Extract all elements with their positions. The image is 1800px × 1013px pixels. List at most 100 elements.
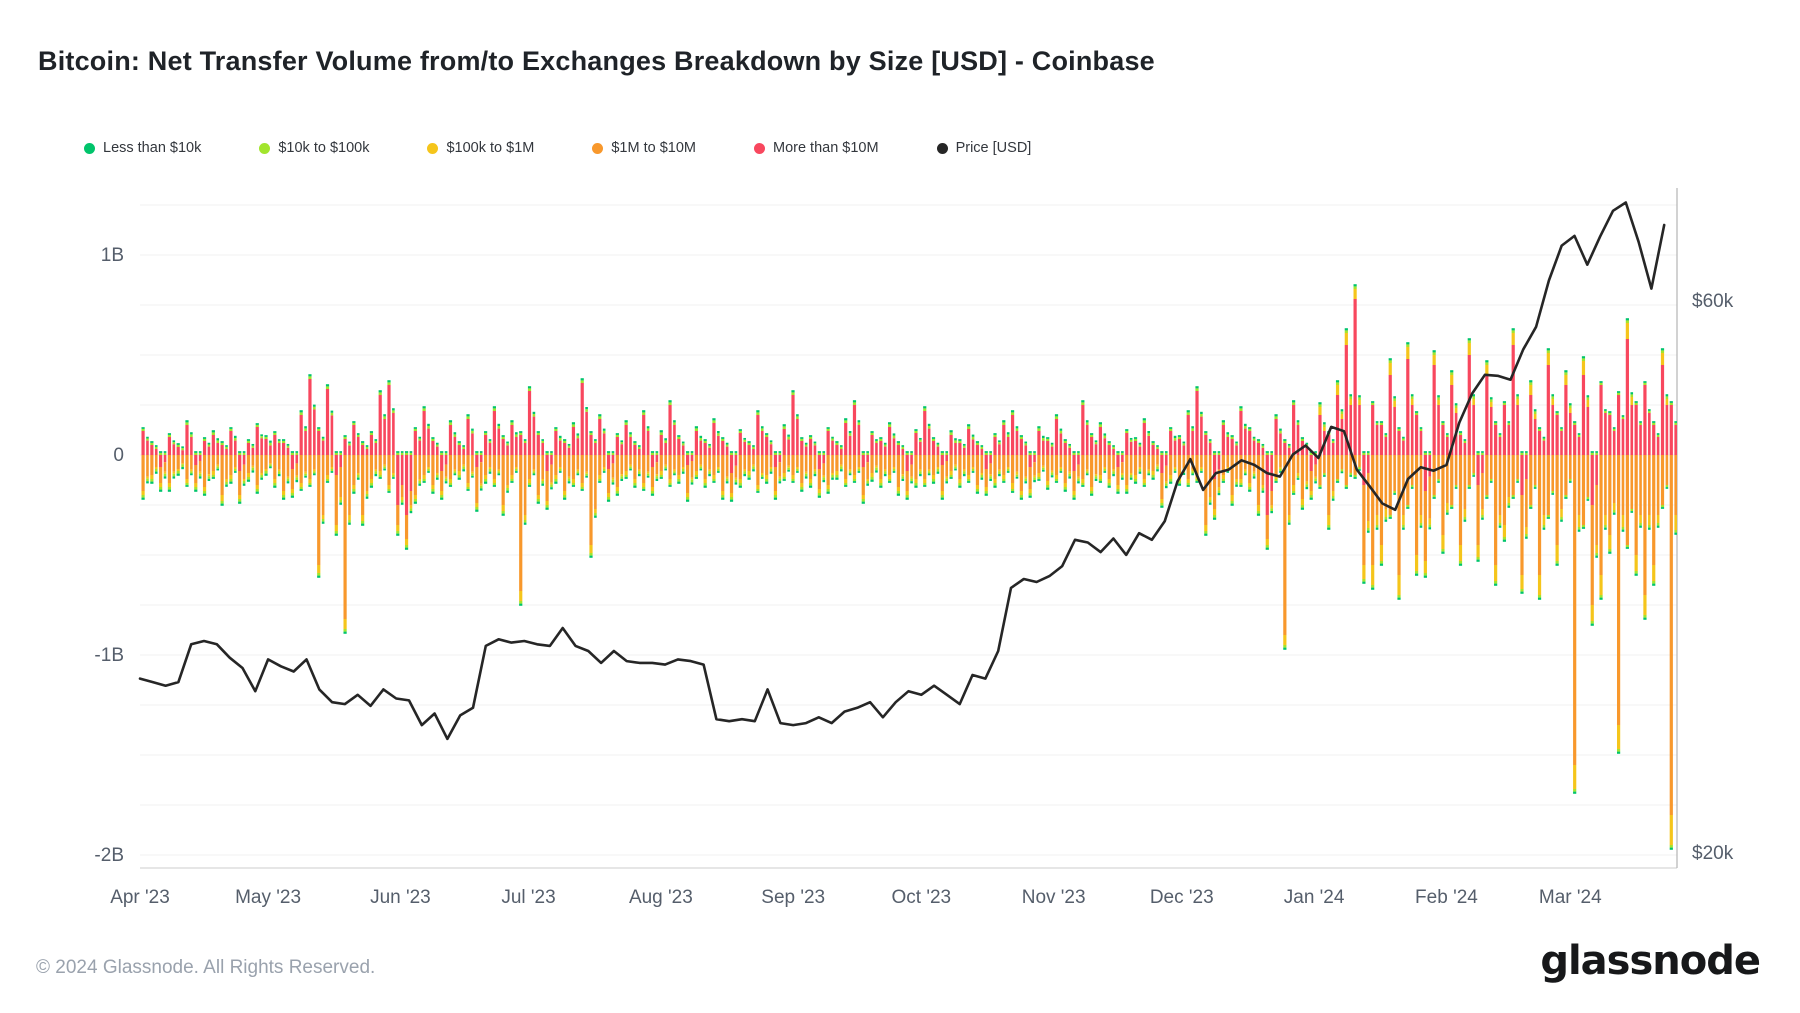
bar-segment[interactable]	[927, 428, 931, 455]
bar-segment[interactable]	[1533, 487, 1537, 489]
bar-segment[interactable]	[769, 467, 773, 469]
bar-segment[interactable]	[910, 451, 913, 453]
bar-segment[interactable]	[400, 500, 404, 503]
bar-segment[interactable]	[404, 452, 409, 455]
bar-segment[interactable]	[1669, 402, 1673, 405]
bar-segment[interactable]	[778, 476, 782, 479]
bar-segment[interactable]	[747, 477, 751, 480]
bar-segment[interactable]	[1458, 561, 1463, 564]
bar-segment[interactable]	[958, 479, 962, 483]
bar-segment[interactable]	[1340, 455, 1344, 470]
bar-segment[interactable]	[216, 438, 220, 441]
bar-segment[interactable]	[1050, 472, 1054, 476]
bar-segment[interactable]	[1454, 405, 1458, 408]
bar-segment[interactable]	[1033, 451, 1036, 453]
bar-segment[interactable]	[242, 452, 246, 455]
bar-segment[interactable]	[1423, 451, 1427, 453]
bar-segment[interactable]	[1379, 563, 1384, 566]
bar-segment[interactable]	[958, 485, 962, 488]
bar-segment[interactable]	[971, 467, 975, 469]
bar-segment[interactable]	[383, 414, 386, 417]
bar-segment[interactable]	[989, 451, 992, 453]
bar-segment[interactable]	[1133, 437, 1138, 439]
bar-segment[interactable]	[462, 445, 465, 447]
bar-segment[interactable]	[571, 427, 576, 455]
bar-segment[interactable]	[673, 469, 676, 472]
bar-segment[interactable]	[1327, 527, 1331, 530]
bar-segment[interactable]	[330, 455, 334, 467]
bar-segment[interactable]	[154, 467, 158, 469]
bar-segment[interactable]	[220, 445, 224, 455]
bar-segment[interactable]	[1353, 475, 1357, 478]
bar-segment[interactable]	[984, 491, 988, 494]
bar-segment[interactable]	[800, 483, 804, 487]
bar-segment[interactable]	[1204, 531, 1208, 534]
bar-segment[interactable]	[1208, 455, 1212, 497]
bar-segment[interactable]	[475, 503, 479, 507]
bar-segment[interactable]	[1581, 527, 1586, 529]
bar-segment[interactable]	[1660, 350, 1665, 353]
bar-segment[interactable]	[958, 483, 962, 486]
bar-segment[interactable]	[796, 419, 799, 455]
bar-segment[interactable]	[594, 513, 597, 516]
bar-segment[interactable]	[931, 437, 936, 439]
bar-segment[interactable]	[1665, 485, 1669, 488]
bar-segment[interactable]	[1335, 385, 1340, 395]
bar-segment[interactable]	[861, 452, 865, 455]
bar-segment[interactable]	[216, 440, 220, 443]
bar-segment[interactable]	[1652, 421, 1656, 423]
bar-segment[interactable]	[1072, 497, 1076, 500]
bar-segment[interactable]	[910, 478, 913, 482]
bar-segment[interactable]	[1063, 439, 1067, 441]
bar-segment[interactable]	[835, 441, 839, 443]
bar-segment[interactable]	[146, 438, 149, 441]
bar-segment[interactable]	[1006, 471, 1010, 473]
bar-segment[interactable]	[290, 451, 294, 453]
bar-segment[interactable]	[448, 485, 453, 487]
bar-segment[interactable]	[515, 469, 518, 472]
bar-segment[interactable]	[422, 475, 426, 479]
bar-segment[interactable]	[550, 452, 553, 455]
bar-segment[interactable]	[1323, 424, 1326, 427]
bar-segment[interactable]	[673, 471, 676, 474]
bar-segment[interactable]	[756, 415, 760, 455]
bar-segment[interactable]	[1221, 420, 1225, 423]
bar-segment[interactable]	[1560, 427, 1563, 429]
bar-segment[interactable]	[1502, 455, 1507, 525]
bar-segment[interactable]	[655, 451, 659, 453]
bar-segment[interactable]	[1414, 555, 1419, 571]
bar-segment[interactable]	[154, 446, 158, 449]
bar-segment[interactable]	[1406, 507, 1410, 509]
bar-segment[interactable]	[321, 521, 325, 524]
bar-segment[interactable]	[734, 482, 738, 485]
bar-segment[interactable]	[369, 432, 374, 435]
bar-segment[interactable]	[1621, 419, 1625, 455]
bar-segment[interactable]	[550, 464, 553, 483]
bar-segment[interactable]	[1542, 525, 1546, 528]
bar-segment[interactable]	[225, 455, 228, 479]
bar-segment[interactable]	[743, 437, 746, 440]
bar-segment[interactable]	[585, 411, 588, 455]
bar-segment[interactable]	[681, 443, 685, 446]
bar-segment[interactable]	[334, 475, 338, 525]
bar-segment[interactable]	[1388, 358, 1392, 361]
bar-segment[interactable]	[615, 434, 619, 437]
bar-segment[interactable]	[817, 489, 821, 493]
bar-segment[interactable]	[1292, 405, 1296, 455]
bar-segment[interactable]	[154, 471, 158, 474]
bar-segment[interactable]	[369, 431, 374, 433]
bar-segment[interactable]	[1072, 471, 1076, 491]
bar-segment[interactable]	[1248, 455, 1252, 483]
bar-segment[interactable]	[936, 467, 940, 469]
bar-segment[interactable]	[1248, 428, 1252, 431]
bar-segment[interactable]	[479, 488, 483, 491]
bar-segment[interactable]	[378, 395, 382, 455]
bar-segment[interactable]	[1599, 595, 1603, 598]
bar-segment[interactable]	[817, 469, 821, 489]
bar-segment[interactable]	[1217, 455, 1221, 470]
bar-segment[interactable]	[159, 489, 163, 492]
bar-segment[interactable]	[444, 481, 448, 484]
bar-segment[interactable]	[1024, 476, 1028, 479]
bar-segment[interactable]	[1208, 500, 1212, 503]
bar-segment[interactable]	[998, 442, 1001, 445]
